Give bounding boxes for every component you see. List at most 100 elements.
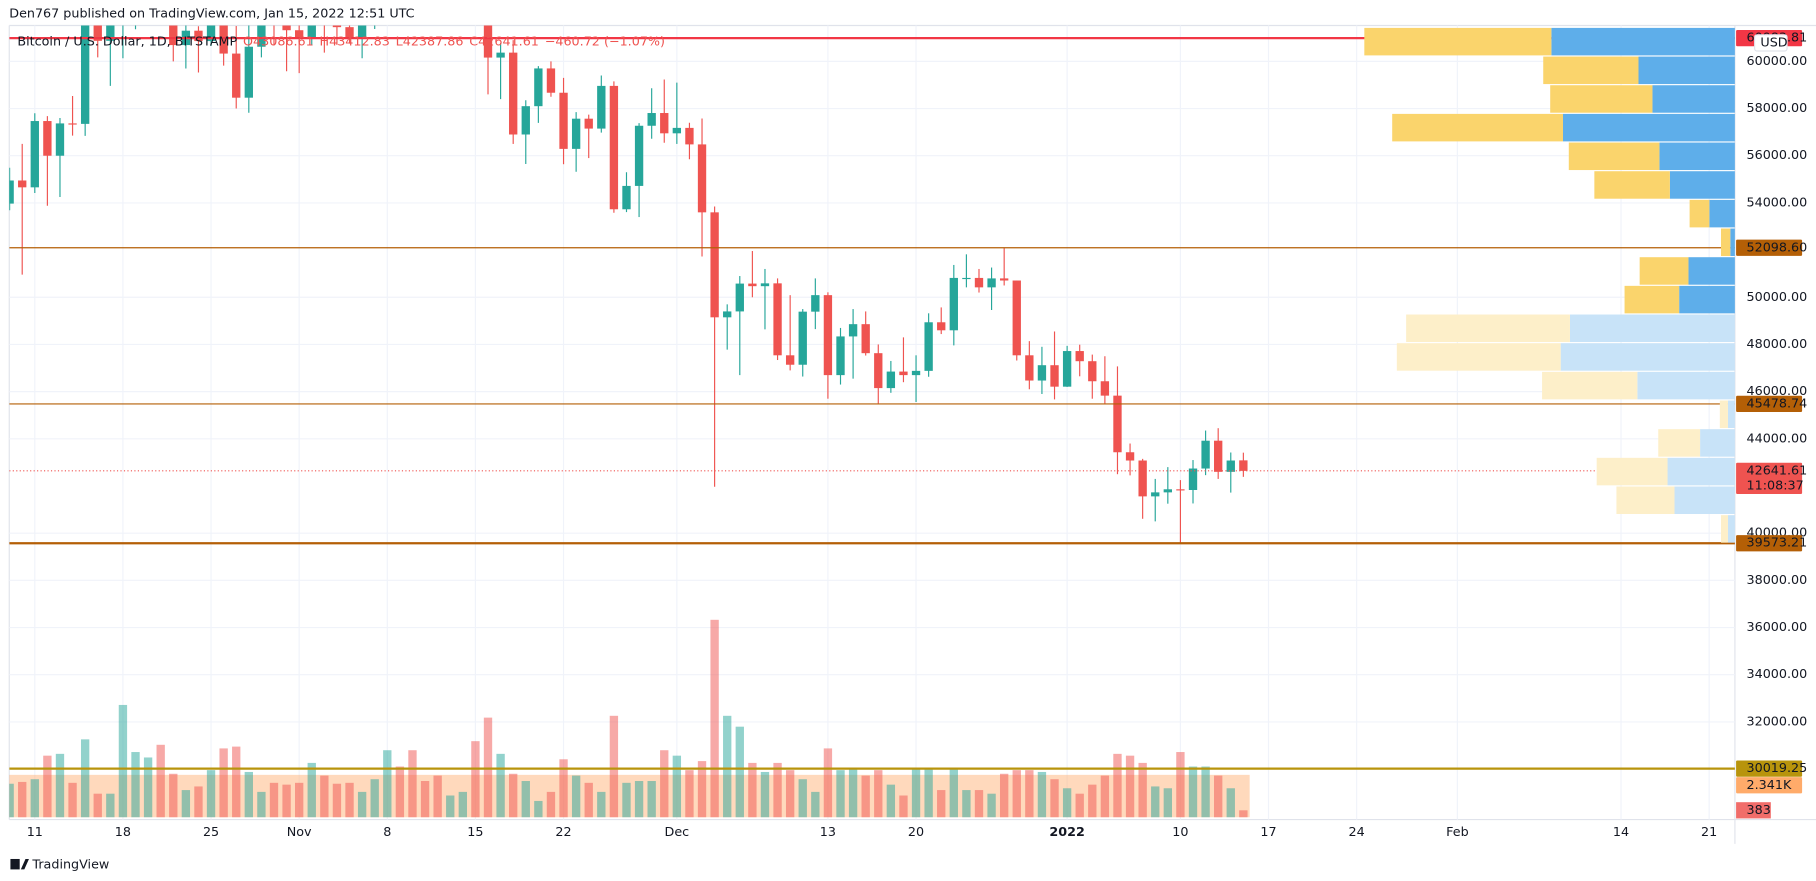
- volume-bar: [106, 793, 115, 818]
- profile-up: [1727, 400, 1735, 429]
- volume-bar: [244, 771, 253, 818]
- volume-bar: [559, 759, 568, 818]
- candle-body: [861, 324, 870, 354]
- x-tick-label: 10: [1172, 825, 1188, 840]
- x-tick-label: 13: [820, 825, 836, 840]
- volume-bar: [723, 715, 732, 818]
- candle-body: [1226, 460, 1235, 472]
- candle-body: [999, 278, 1009, 281]
- volume-bar: [823, 748, 833, 818]
- last-price-label-box: [1736, 462, 1803, 495]
- volume-bar: [1176, 752, 1185, 818]
- y-tick-label: 46000.00: [1747, 384, 1808, 399]
- profile-up: [1700, 429, 1735, 457]
- profile-down: [1719, 400, 1728, 429]
- footer-logo-text: TradingView: [31, 857, 109, 872]
- x-tick-label: 15: [467, 825, 483, 840]
- volume-bar: [131, 752, 140, 818]
- volume-bar: [546, 791, 556, 818]
- legend-item: O43086.61: [243, 34, 314, 49]
- x-tick-label: 17: [1260, 825, 1276, 840]
- x-tick-label: 24: [1349, 825, 1365, 840]
- volume-bar: [370, 779, 379, 818]
- x-tick-label: 21: [1701, 825, 1717, 840]
- volume-bar: [307, 762, 316, 818]
- profile-down: [1568, 142, 1660, 171]
- candle-body: [962, 277, 971, 280]
- candle-body: [1037, 365, 1047, 381]
- profile-down: [1689, 199, 1710, 228]
- hline-label-box: [1736, 760, 1803, 777]
- profile-up: [1674, 486, 1735, 515]
- volume-bar: [219, 748, 228, 818]
- volume-bar: [647, 781, 656, 818]
- volume-bar: [194, 786, 203, 818]
- candle-body: [785, 355, 795, 365]
- volume-bar: [987, 793, 996, 818]
- volume-bar: [509, 773, 518, 818]
- candle-body: [194, 30, 203, 42]
- hline-label-box: [1736, 239, 1803, 256]
- y-tick-label: 54000.00: [1747, 195, 1808, 210]
- volume-ma-label: 2.341K: [1747, 778, 1792, 793]
- volume-bar: [634, 781, 644, 818]
- candle-body: [798, 311, 807, 365]
- candle-body: [1188, 468, 1198, 491]
- candle-body: [206, 25, 216, 42]
- candle-body: [1201, 440, 1210, 469]
- volume-ma-label-box: [1736, 777, 1803, 794]
- candle-body: [1075, 351, 1084, 362]
- footer-logo: TradingView: [10, 857, 109, 872]
- candle-body: [282, 25, 291, 31]
- hline-label: 39573.21: [1747, 536, 1808, 551]
- volume-bar: [345, 782, 354, 818]
- volume-bar: [861, 775, 870, 818]
- volume-bar: [1025, 770, 1034, 818]
- profile-down: [1406, 314, 1570, 343]
- candle-body: [1025, 355, 1034, 381]
- legend-item: C42641.61: [469, 34, 539, 49]
- volume-bar: [571, 775, 581, 818]
- profile-down: [1616, 486, 1675, 515]
- volume-bar: [1125, 755, 1135, 818]
- currency-box: [1754, 34, 1788, 52]
- volume-bar: [1138, 762, 1147, 818]
- volume-bar: [282, 784, 291, 818]
- candle-body: [634, 125, 644, 186]
- volume-bar: [1151, 786, 1160, 818]
- candle-body: [848, 324, 858, 337]
- volume-bar: [156, 744, 165, 818]
- y-tick-label: 56000.00: [1747, 148, 1808, 163]
- volume-bar: [1062, 788, 1072, 818]
- candle-body: [483, 25, 493, 58]
- profile-down: [1720, 228, 1731, 257]
- profile-up: [1551, 27, 1735, 56]
- x-tick-label: 8: [383, 825, 391, 840]
- x-tick-label: 18: [115, 825, 131, 840]
- candle-body: [1125, 452, 1135, 461]
- profile-down: [1624, 285, 1680, 314]
- profile-up: [1638, 56, 1735, 85]
- volume-bar: [911, 768, 921, 818]
- profile-down: [1543, 56, 1639, 85]
- volume-bar: [1012, 770, 1021, 818]
- volume-bar: [811, 791, 820, 818]
- volume-bar: [773, 762, 782, 818]
- candle-body: [874, 353, 883, 389]
- candle-body: [697, 144, 707, 213]
- candle-body: [685, 127, 694, 145]
- volume-bar: [332, 783, 342, 818]
- volume-bar: [420, 781, 430, 818]
- volume-bar: [999, 773, 1009, 818]
- volume-bar: [924, 768, 933, 818]
- y-tick-label: 58000.00: [1747, 101, 1808, 116]
- last-price-label: 42641.61: [1747, 463, 1808, 478]
- volume-bar: [609, 715, 619, 818]
- candle-body: [244, 46, 253, 98]
- candle-body: [43, 121, 52, 156]
- volume-bar: [446, 795, 455, 818]
- volume-bar: [496, 753, 505, 818]
- candle-body: [496, 52, 505, 58]
- volume-bar: [1239, 810, 1248, 818]
